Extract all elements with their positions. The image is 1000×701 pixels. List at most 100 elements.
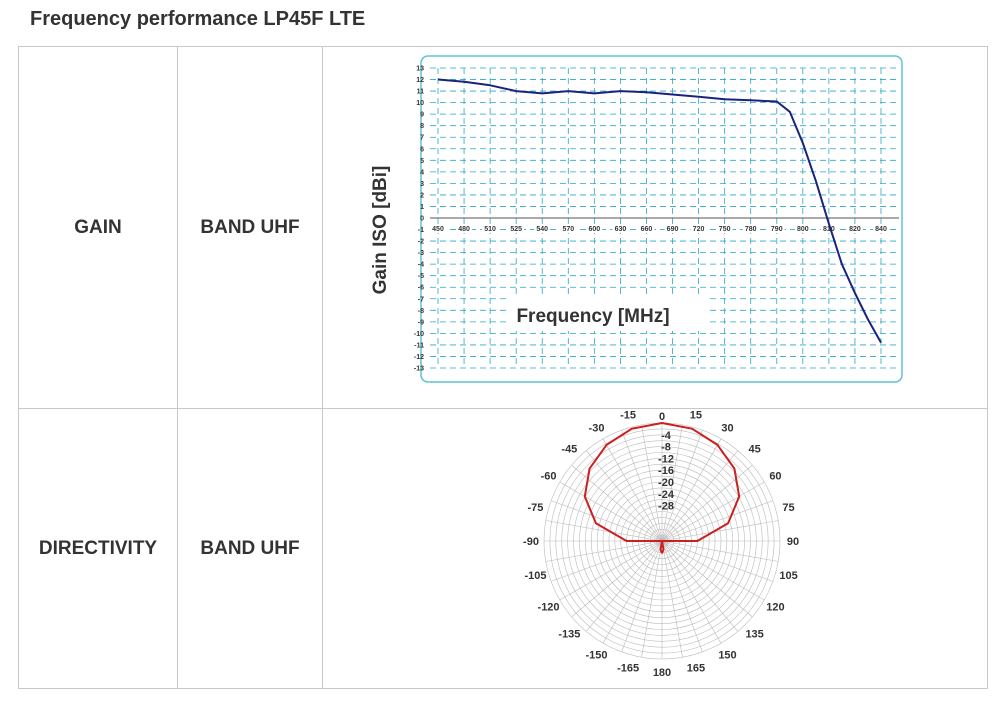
property-cell: DIRECTIVITY: [18, 408, 178, 689]
polar-spoke: [661, 540, 739, 632]
angle-tick-label: 150: [718, 649, 736, 661]
x-tick-label: 840: [875, 226, 887, 233]
y-tick-label: 3: [420, 181, 424, 188]
polar-spoke: [551, 540, 663, 582]
polar-spoke: [559, 481, 663, 542]
polar-spoke: [661, 424, 683, 542]
y-tick-label: -5: [418, 273, 424, 280]
polar-spoke: [641, 424, 663, 542]
angle-tick-label: -120: [538, 602, 560, 614]
radial-tick-label: -24: [658, 489, 675, 501]
x-tick-label: 810: [823, 226, 835, 233]
x-tick-label: 780: [745, 226, 757, 233]
angle-tick-label: -135: [558, 629, 580, 641]
polar-spoke: [641, 540, 663, 658]
y-tick-label: -9: [418, 319, 424, 326]
angle-tick-label: -75: [528, 502, 544, 514]
y-tick-label: -10: [414, 331, 424, 338]
y-tick-label: 5: [420, 158, 424, 165]
angle-tick-label: 30: [721, 423, 733, 435]
angle-tick-label: -150: [585, 649, 607, 661]
polar-spoke: [661, 540, 703, 652]
y-tick-label: 12: [416, 77, 424, 84]
x-tick-backdrop: [716, 224, 733, 233]
y-tick-label: -13: [414, 366, 424, 373]
polar-spoke: [661, 464, 753, 542]
x-tick-label: 800: [797, 226, 809, 233]
angle-tick-label: 105: [779, 570, 797, 582]
angle-tick-label: -60: [541, 471, 557, 483]
x-tick-label: 480: [458, 226, 470, 233]
angle-tick-label: -30: [589, 423, 605, 435]
property-cell: GAIN: [18, 46, 178, 409]
x-tick-label: 820: [849, 226, 861, 233]
polar-spoke: [661, 520, 779, 542]
radial-tick-label: -8: [661, 442, 671, 454]
y-tick-label: -7: [418, 296, 424, 303]
polar-spoke: [661, 481, 765, 542]
x-tick-backdrop: [586, 224, 603, 233]
polar-spoke: [571, 464, 663, 542]
radial-tick-label: -12: [658, 453, 674, 465]
y-tick-label: -3: [418, 250, 424, 257]
x-tick-backdrop: [560, 224, 577, 233]
radial-tick-label: -28: [658, 501, 674, 513]
polar-spoke: [602, 540, 663, 644]
angle-tick-label: 0: [659, 411, 665, 423]
polar-spoke: [585, 540, 663, 632]
polar-chart-cell: 0 15 30 45 60 75 90 105 120 135 150 165 180 -165 -150-…: [322, 408, 988, 689]
band-cell: BAND UHF: [177, 408, 323, 689]
x-tick-backdrop: [768, 224, 785, 233]
polar-spoke: [661, 430, 703, 542]
table-row: DIRECTIVITY BAND UHF 0 15 30 45 60 75 90 105 120…: [18, 408, 988, 689]
x-tick-backdrop: [612, 224, 629, 233]
angle-tick-label: 15: [690, 409, 702, 421]
y-tick-label: -6: [418, 285, 424, 292]
x-tick-label: 450: [432, 226, 444, 233]
x-tick-backdrop: [664, 224, 681, 233]
x-tick-backdrop: [482, 224, 499, 233]
y-tick-label: 4: [420, 169, 424, 176]
polar-spoke: [559, 540, 663, 601]
y-tick-label: 0: [420, 216, 424, 223]
radial-tick-label: -4: [661, 430, 672, 442]
x-axis-label: Frequency [MHz]: [516, 306, 669, 327]
polar-spoke: [585, 450, 663, 542]
y-tick-label: -8: [418, 308, 424, 315]
x-tick-label: 630: [615, 226, 627, 233]
gain-chart-cell: 13 12 11 10 9 8 7 6 5 4 3 2 1 0 -1 -2 -3 -4 -5 -6 -7 -8 -9 -10-…: [322, 46, 988, 409]
angle-tick-label: -165: [617, 663, 639, 675]
x-tick-backdrop: [794, 224, 811, 233]
x-tick-backdrop: [873, 224, 889, 233]
x-tick-backdrop: [534, 224, 551, 233]
y-tick-label: 2: [420, 192, 424, 199]
band-cell: BAND UHF: [177, 46, 323, 409]
x-tick-label: 660: [641, 226, 653, 233]
angle-tick-label: 180: [653, 667, 671, 679]
y-tick-label: 11: [417, 89, 425, 96]
x-tick-backdrop: [456, 224, 473, 233]
angle-tick-label: 90: [787, 536, 799, 548]
x-tick-label: 525: [510, 226, 522, 233]
y-axis-label: Gain ISO [dBi]: [370, 166, 391, 295]
angle-tick-label: 60: [769, 471, 781, 483]
x-tick-label: 790: [771, 226, 783, 233]
polar-spoke: [545, 520, 663, 542]
y-tick-label: 9: [420, 112, 424, 119]
directivity-pattern: [583, 422, 741, 554]
polar-spoke: [602, 438, 663, 542]
radial-tick-label: -20: [658, 477, 674, 489]
y-tick-label: 1: [420, 204, 424, 211]
y-tick-label: -1: [418, 227, 424, 234]
polar-spoke: [661, 450, 739, 542]
y-tick-label: -12: [414, 354, 424, 361]
page-title: Frequency performance LP45F LTE: [30, 8, 366, 30]
polar-spoke: [661, 438, 722, 542]
angle-tick-label: -45: [561, 443, 577, 455]
x-tick-label: 540: [536, 226, 548, 233]
x-tick-label: 750: [719, 226, 731, 233]
y-tick-label: 6: [420, 146, 424, 153]
polar-spoke: [661, 540, 753, 618]
polar-spoke: [621, 540, 663, 652]
polar-chart: 0 153045607590105120135150165180-165-150-…: [523, 409, 799, 679]
